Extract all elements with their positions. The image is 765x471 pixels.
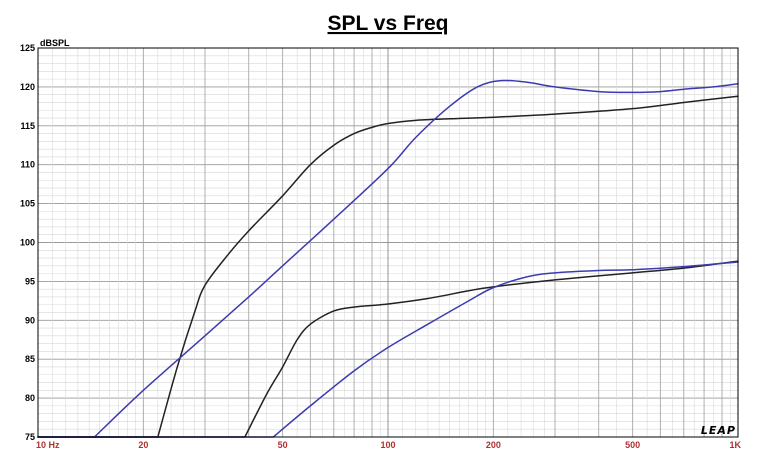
y-tick-label: 95 <box>25 276 35 286</box>
x-tick-label: 10 Hz <box>36 440 60 450</box>
x-tick-labels: 10 Hz 20 50 100 200 500 1K <box>36 440 741 450</box>
y-tick-label: 120 <box>20 82 35 92</box>
y-tick-label: 115 <box>20 121 35 131</box>
leap-watermark: LEAP <box>701 424 736 437</box>
series-line-1 <box>37 95 739 438</box>
y-tick-label: 100 <box>20 238 35 248</box>
series-line-3 <box>37 260 739 438</box>
y-axis-label: dBSPL <box>40 38 70 48</box>
plot-frame <box>37 47 739 438</box>
x-tick-label: 500 <box>625 440 640 450</box>
series-line-2 <box>37 79 739 438</box>
y-tick-label: 90 <box>25 315 35 325</box>
x-tick-label: 20 <box>138 440 148 450</box>
x-tick-label: 100 <box>380 440 395 450</box>
y-tick-labels: 75 80 85 90 95 100 105 110 115 120 125 <box>20 43 35 442</box>
y-tick-label: 80 <box>25 393 35 403</box>
grid <box>37 47 738 438</box>
x-tick-label: 200 <box>486 440 501 450</box>
y-tick-label: 125 <box>20 43 35 53</box>
y-tick-label: 85 <box>25 354 35 364</box>
series-lines <box>37 79 739 438</box>
series-line-4 <box>37 261 739 438</box>
y-tick-label: 110 <box>20 160 35 170</box>
x-tick-label: 50 <box>278 440 288 450</box>
x-tick-label: 1K <box>729 440 741 450</box>
y-tick-label: 105 <box>20 199 35 209</box>
chart-title: SPL vs Freq <box>328 12 449 35</box>
y-tick-label: 75 <box>25 432 35 442</box>
